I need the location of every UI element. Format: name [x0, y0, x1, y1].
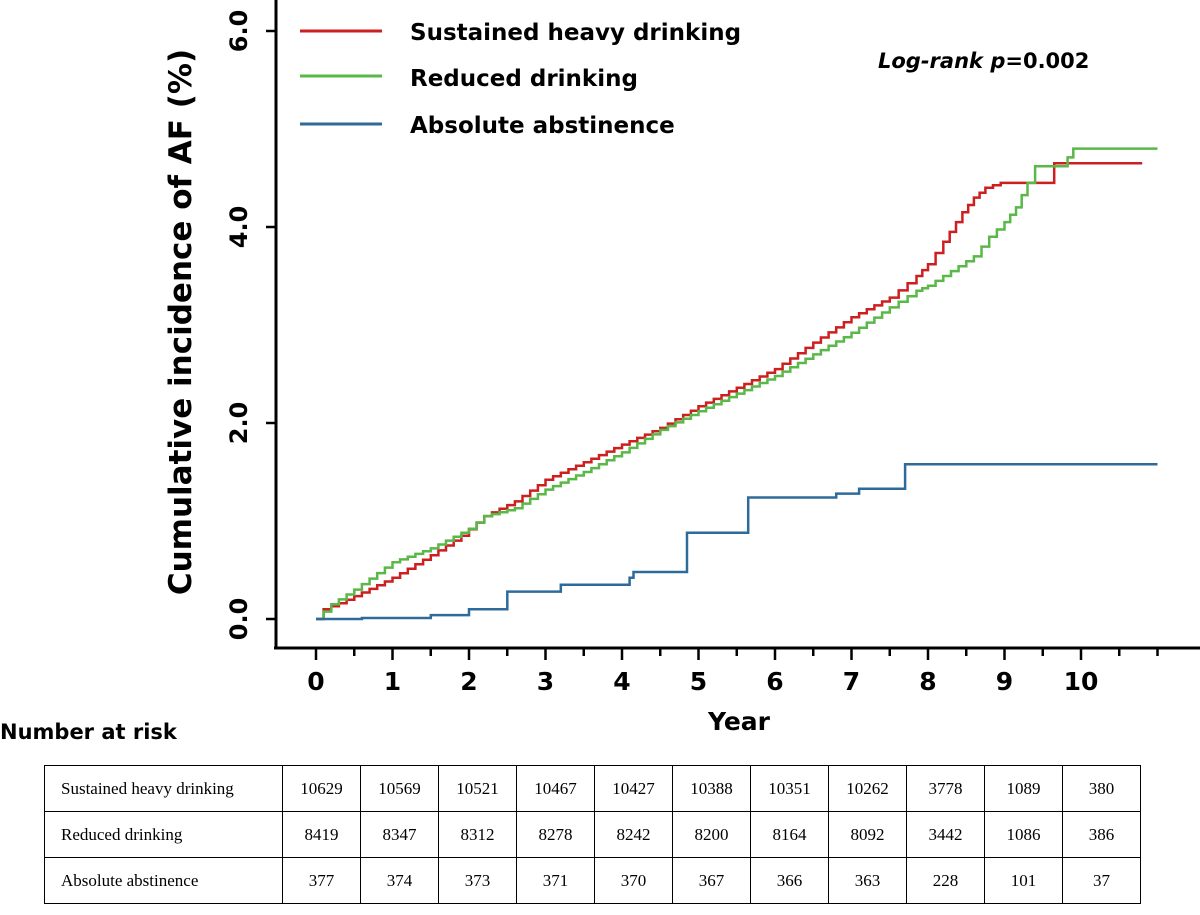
km-chart: 0.0 2.0 4.0 6.0 0 1 2 3 4 5 6 7 8 9 10 Cumulative inc…: [163, 0, 1200, 736]
series-absolute-abstinence: [316, 462, 1158, 621]
x-tick-label: 3: [537, 667, 554, 696]
x-tick-label: 1: [384, 667, 401, 696]
risk-cell: 10262: [828, 765, 907, 812]
risk-cell: 371: [516, 857, 595, 904]
risk-cell: 3442: [906, 811, 985, 858]
logrank-prefix: Log-rank: [878, 49, 990, 73]
series-lines: [316, 147, 1158, 621]
risk-cell: 8200: [672, 811, 751, 858]
x-ticks: 0 1 2 3 4 5 6 7 8 9 10: [307, 648, 1159, 696]
risk-cell: 10467: [516, 765, 595, 812]
risk-cell: 366: [750, 857, 829, 904]
risk-cell: 10388: [672, 765, 751, 812]
x-axis-label: Year: [707, 707, 771, 736]
risk-cell: 380: [1062, 765, 1141, 812]
risk-cell: 228: [906, 857, 985, 904]
y-tick-label: 6.0: [225, 10, 253, 53]
risk-cell: 377: [282, 857, 361, 904]
risk-row-label: Sustained heavy drinking: [44, 765, 283, 812]
legend-label-abstinence: Absolute abstinence: [410, 113, 675, 139]
risk-cell: 363: [828, 857, 907, 904]
risk-cell: 8312: [438, 811, 517, 858]
y-tick-label: 4.0: [225, 206, 253, 249]
risk-row-sustained: Sustained heavy drinking 10629 10569 105…: [44, 765, 1141, 812]
y-tick-label: 2.0: [225, 402, 253, 445]
risk-cell: 1086: [984, 811, 1063, 858]
logrank-annotation: Log-rank p=0.002: [878, 49, 1089, 73]
x-tick-label: 9: [996, 667, 1013, 696]
series-reduced-drinking: [316, 147, 1158, 621]
legend: Sustained heavy drinking Reduced drinkin…: [300, 20, 741, 139]
x-tick-label: 7: [843, 667, 860, 696]
series-sustained-heavy-drinking: [316, 162, 1143, 621]
risk-row-reduced: Reduced drinking 8419 8347 8312 8278 824…: [44, 811, 1141, 858]
risk-cell: 10521: [438, 765, 517, 812]
x-tick-label: 6: [766, 667, 783, 696]
y-axis-label: Cumulative incidence of AF (%): [163, 49, 199, 595]
risk-table: Sustained heavy drinking 10629 10569 105…: [44, 765, 1141, 904]
risk-cell: 10629: [282, 765, 361, 812]
risk-row-label: Reduced drinking: [44, 811, 283, 858]
risk-cell: 1089: [984, 765, 1063, 812]
risk-cell: 370: [594, 857, 673, 904]
risk-cell: 367: [672, 857, 751, 904]
x-tick-label: 0: [307, 667, 324, 696]
risk-cell: 10351: [750, 765, 829, 812]
risk-cell: 101: [984, 857, 1063, 904]
x-tick-label: 8: [919, 667, 936, 696]
x-tick-label: 2: [460, 667, 477, 696]
x-tick-label: 10: [1064, 667, 1099, 696]
risk-table-title: Number at risk: [0, 720, 177, 744]
risk-row-abstinence: Absolute abstinence 377 374 373 371 370 …: [44, 857, 1141, 904]
risk-cell: 8242: [594, 811, 673, 858]
risk-cell: 37: [1062, 857, 1141, 904]
risk-cell: 3778: [906, 765, 985, 812]
risk-cell: 386: [1062, 811, 1141, 858]
legend-label-reduced: Reduced drinking: [410, 66, 638, 92]
y-tick-label: 0.0: [225, 598, 253, 641]
x-tick-label: 5: [690, 667, 707, 696]
risk-row-label: Absolute abstinence: [44, 857, 283, 904]
risk-cell: 10569: [360, 765, 439, 812]
y-ticks: 0.0 2.0 4.0 6.0: [225, 10, 276, 641]
legend-label-sustained: Sustained heavy drinking: [410, 20, 741, 46]
logrank-p: p: [989, 49, 1005, 73]
logrank-value: =0.002: [1005, 49, 1089, 73]
risk-cell: 8419: [282, 811, 361, 858]
risk-cell: 373: [438, 857, 517, 904]
risk-cell: 374: [360, 857, 439, 904]
risk-cell: 8278: [516, 811, 595, 858]
risk-cell: 10427: [594, 765, 673, 812]
risk-cell: 8092: [828, 811, 907, 858]
x-tick-label: 4: [613, 667, 630, 696]
risk-cell: 8164: [750, 811, 829, 858]
risk-cell: 8347: [360, 811, 439, 858]
